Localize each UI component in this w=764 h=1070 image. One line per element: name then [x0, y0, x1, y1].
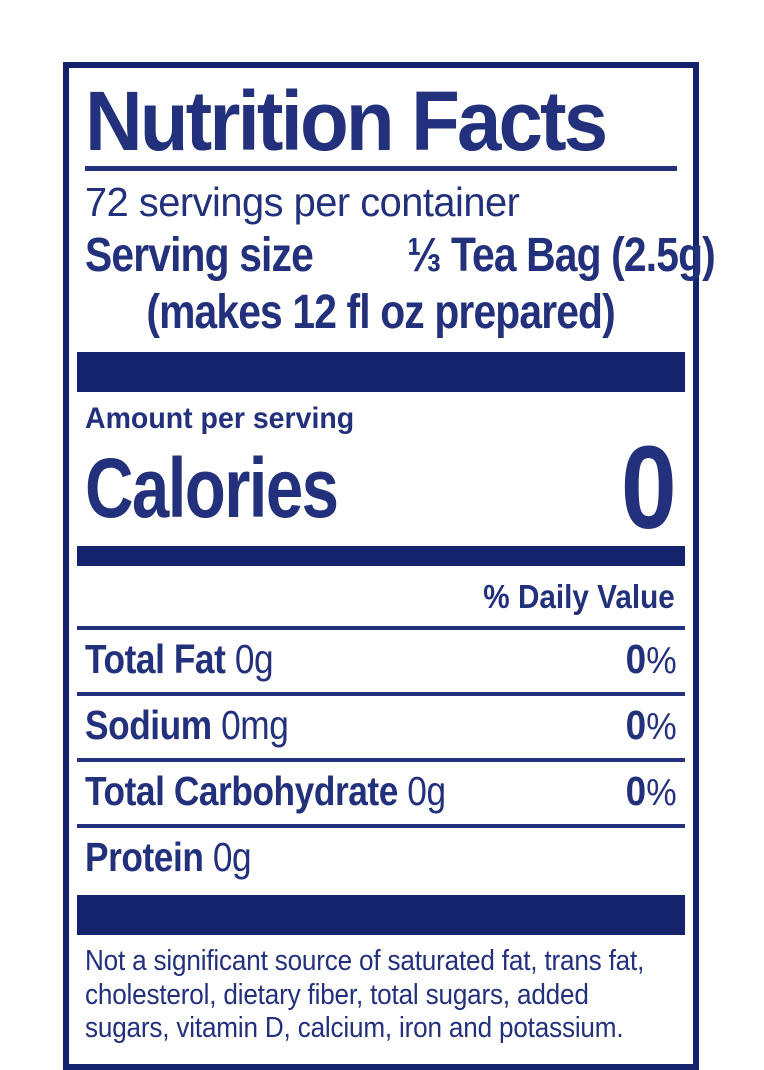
nutrient-name: Sodium — [85, 702, 212, 749]
footnote-line: cholesterol, dietary fiber, total sugars… — [85, 978, 589, 1011]
serving-size-row: Serving size ⅓ Tea Bag (2.5g) — [77, 228, 716, 283]
serving-size-note: (makes 12 fl oz prepared) — [146, 286, 616, 340]
servings-per-container: 72 servings per container — [85, 179, 520, 226]
serving-size-value: ⅓ Tea Bag (2.5g) — [407, 229, 716, 283]
label-title: Nutrition Facts — [77, 74, 685, 168]
label-title-text: Nutrition Facts — [85, 74, 608, 168]
nutrient-dv-unit: % — [646, 706, 677, 749]
nutrient-dv: 0 — [626, 702, 647, 749]
serving-size-label: Serving size — [85, 229, 314, 283]
title-divider — [85, 166, 677, 172]
calories-row: Calories 0 — [77, 429, 685, 547]
nutrient-row-total-carbohydrate: Total Carbohydrate 0g 0% — [77, 762, 685, 824]
section-bar-top — [77, 352, 685, 393]
nutrient-amount: 0g — [407, 768, 446, 815]
nutrient-dv-unit: % — [646, 772, 677, 815]
nutrient-amount: 0g — [234, 636, 274, 683]
daily-value-header: % Daily Value — [483, 578, 675, 616]
nutrient-dv: 0 — [626, 636, 647, 683]
calories-value: 0 — [621, 422, 677, 555]
row-divider — [77, 758, 685, 763]
calories-label: Calories — [85, 440, 339, 535]
nutrient-name: Total Fat — [85, 636, 226, 683]
nutrient-amount: 0g — [212, 833, 252, 880]
nutrient-name: Total Carbohydrate — [85, 768, 398, 815]
row-divider — [77, 626, 685, 631]
footnote-line: Not a significant source of saturated fa… — [85, 945, 645, 978]
nutrient-amount: 0mg — [221, 702, 289, 749]
nutrient-row-sodium: Sodium 0mg 0% — [77, 696, 685, 758]
nutrient-row-total-fat: Total Fat 0g 0% — [77, 630, 685, 692]
footnote: Not a significant source of saturated fa… — [77, 935, 685, 1052]
nutrition-facts-label: Nutrition Facts 72 servings per containe… — [63, 62, 716, 1070]
nutrient-name: Protein — [85, 833, 204, 880]
row-divider — [77, 823, 685, 828]
section-bar-bottom — [77, 895, 685, 936]
section-bar-calories — [77, 546, 685, 567]
nutrient-row-protein: Protein 0g — [77, 828, 685, 889]
nutrient-dv: 0 — [626, 768, 647, 815]
footnote-line: sugars, vitamin D, calcium, iron and pot… — [85, 1012, 624, 1045]
nutrient-dv-unit: % — [646, 640, 677, 683]
row-divider — [77, 692, 685, 697]
amount-per-serving: Amount per serving — [85, 402, 355, 436]
